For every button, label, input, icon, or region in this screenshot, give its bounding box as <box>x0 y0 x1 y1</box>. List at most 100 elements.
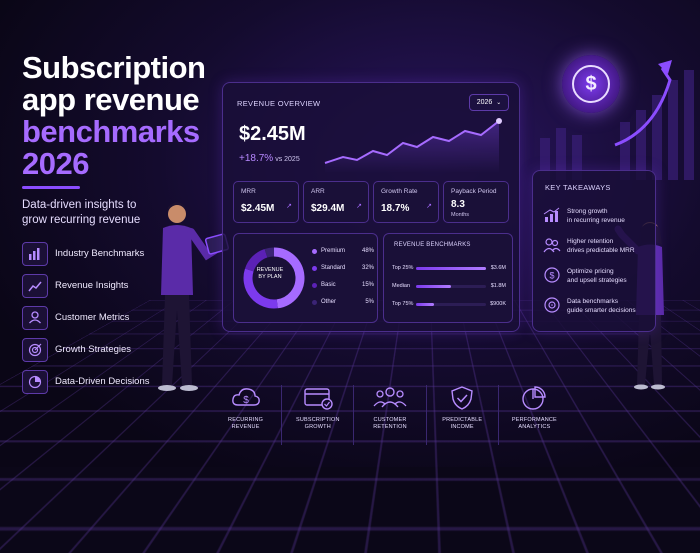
dollar-icon: $ <box>543 267 561 283</box>
takeaway-line-1: Higher retention <box>567 238 613 245</box>
takeaway-item: $ Optimize pricing and upsell strategies <box>543 267 651 289</box>
kpi-value: $29.4M <box>311 203 344 214</box>
shield-check-icon <box>447 385 477 411</box>
takeaway-line-1: Optimize pricing <box>567 268 614 275</box>
feature-label: Industry Benchmarks <box>55 248 144 259</box>
bottom-line-1: CUSTOMER <box>374 417 407 423</box>
feature-label: Growth Strategies <box>55 344 131 355</box>
panel-title: REVENUE OVERVIEW <box>237 99 320 108</box>
trend-line-icon <box>22 274 48 298</box>
bottom-line-1: SUBSCRIPTION <box>296 417 340 423</box>
legend-value: 15% <box>362 282 374 288</box>
benchmark-value: $3.6M <box>491 265 506 271</box>
revenue-by-plan-card: REVENUE BY PLAN Premium 48% Standard 32% B… <box>233 233 378 323</box>
legend-label: Premium <box>321 248 345 254</box>
benchmark-bar-track <box>416 303 486 306</box>
target-icon <box>22 338 48 362</box>
takeaway-line-2: drives predictable MRR <box>567 247 635 254</box>
card-check-icon <box>303 385 333 411</box>
arrow-up-right-icon: ↗ <box>286 202 292 210</box>
takeaway-item: Strong growth in recurring revenue <box>543 207 651 229</box>
legend-label: Standard <box>321 265 345 271</box>
benchmark-value: $900K <box>490 301 506 307</box>
benchmark-bar-track <box>416 285 486 288</box>
legend-label: Basic <box>321 282 336 288</box>
kpi-growth-rate: Growth Rate 18.7% ↗ <box>373 181 439 223</box>
pie-chart-icon <box>22 370 48 394</box>
year-select-value: 2026 <box>477 99 493 106</box>
kpi-value: $2.45M <box>241 203 274 214</box>
legend-item: Other 5% <box>312 299 374 305</box>
bottom-feature: PREDICTABLE INCOME <box>427 385 499 445</box>
feature-label: Customer Metrics <box>55 312 129 323</box>
donut-slice <box>266 252 274 253</box>
benchmark-label: Top 25% <box>392 265 413 271</box>
dollar-coin-icon: $ <box>562 55 620 113</box>
donut-center-line-2: BY PLAN <box>258 274 281 280</box>
pie-chart-icon <box>519 385 549 411</box>
chevron-down-icon: ⌄ <box>496 99 501 106</box>
takeaway-line-2: and upsell strategies <box>567 277 627 284</box>
bottom-feature: PERFORMANCE ANALYTICS <box>499 385 570 445</box>
benchmarks-title: REVENUE BENCHMARKS <box>394 242 471 248</box>
feature-label: Revenue Insights <box>55 280 128 291</box>
bottom-feature-label: PREDICTABLE INCOME <box>442 417 482 431</box>
year-select[interactable]: 2026 ⌄ <box>469 94 509 111</box>
bottom-feature: SUBSCRIPTION GROWTH <box>282 385 354 445</box>
benchmark-value: $1.8M <box>491 283 506 289</box>
benchmark-row: Median $1.8M <box>392 282 506 292</box>
takeaways-title: KEY TAKEAWAYS <box>545 183 611 192</box>
target-icon <box>543 297 561 313</box>
takeaway-item: Higher retention drives predictable MRR <box>543 237 651 259</box>
bottom-line-2: INCOME <box>451 424 474 430</box>
legend-dot <box>312 283 317 288</box>
bottom-feature-label: PERFORMANCE ANALYTICS <box>512 417 557 431</box>
subtitle-line-1: Data-driven insights to <box>22 198 152 213</box>
bottom-line-2: ANALYTICS <box>518 424 550 430</box>
svg-text:$: $ <box>549 271 554 281</box>
bottom-line-2: RETENTION <box>373 424 407 430</box>
takeaway-line-1: Strong growth <box>567 208 607 215</box>
growth-value: +18.7% <box>239 153 273 164</box>
legend-item: Standard 32% <box>312 265 374 271</box>
benchmark-label: Median <box>392 283 410 289</box>
benchmark-bar-fill <box>416 285 451 288</box>
legend-item: Premium 48% <box>312 248 374 254</box>
cloud-dollar-icon: $ <box>231 385 261 411</box>
benchmark-row: Top 75% $900K <box>392 300 506 310</box>
arrow-up-right-icon: ↗ <box>356 202 362 210</box>
growth-note: vs 2025 <box>275 156 300 163</box>
legend-value: 48% <box>362 248 374 254</box>
subtitle: Data-driven insights to grow recurring r… <box>22 198 152 228</box>
growth-icon <box>543 207 561 223</box>
takeaway-text: Higher retention drives predictable MRR <box>567 237 635 255</box>
bar-chart-icon <box>22 242 48 266</box>
group-icon <box>373 385 407 411</box>
svg-text:$: $ <box>243 395 249 406</box>
page-title: Subscription app revenue benchmarks 2026 <box>22 52 205 180</box>
subtitle-line-2: grow recurring revenue <box>22 213 152 228</box>
feature-label: Data-Driven Decisions <box>55 376 150 387</box>
bottom-feature: CUSTOMER RETENTION <box>354 385 426 445</box>
title-line-3: benchmarks <box>22 116 205 148</box>
background-growth-bars <box>520 40 700 180</box>
title-line-2: app revenue <box>22 84 205 116</box>
kpi-unit: Months <box>451 212 469 218</box>
revenue-overview-panel: REVENUE OVERVIEW 2026 ⌄ $2.45M +18.7% vs … <box>222 82 520 332</box>
bottom-feature: $ RECURRING REVENUE <box>210 385 282 445</box>
benchmark-bar-fill <box>416 303 434 306</box>
title-divider <box>22 186 80 189</box>
legend-value: 5% <box>365 299 374 305</box>
takeaway-line-1: Data benchmarks <box>567 298 618 305</box>
bottom-line-2: REVENUE <box>232 424 260 430</box>
kpi-arr: ARR $29.4M ↗ <box>303 181 369 223</box>
bottom-feature-label: RECURRING REVENUE <box>228 417 263 431</box>
kpi-label: MRR <box>241 188 256 195</box>
kpi-payback-period: Payback Period 8.3 Months <box>443 181 509 223</box>
legend-item: Basic 15% <box>312 282 374 288</box>
bottom-feature-label: SUBSCRIPTION GROWTH <box>296 417 340 431</box>
kpi-value: 8.3 <box>451 199 465 210</box>
benchmark-row: Top 25% $3.6M <box>392 264 506 274</box>
arrow-up-right-icon: ↗ <box>426 202 432 210</box>
revenue-benchmarks-card: REVENUE BENCHMARKS Top 25% $3.6M Median … <box>383 233 513 323</box>
